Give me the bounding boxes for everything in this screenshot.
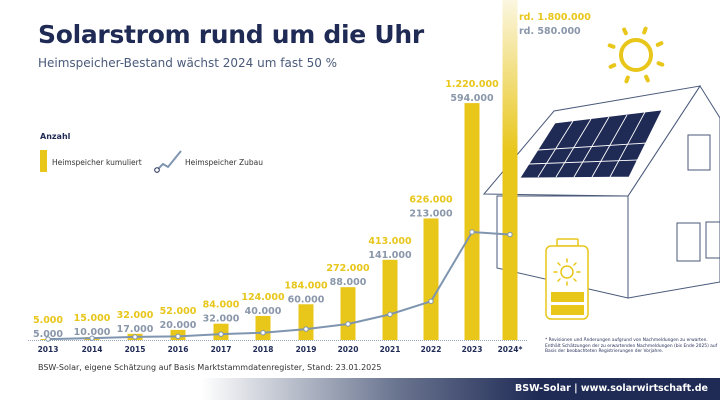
line-value-label: 60.000 <box>288 294 325 305</box>
point-2015 <box>132 334 138 340</box>
line-value-label: 213.000 <box>409 208 453 219</box>
x-tick-2018: 2018 <box>253 345 274 354</box>
x-tick-2020: 2020 <box>338 345 359 354</box>
bar-value-label: 32.000 <box>117 310 154 321</box>
bar-2018 <box>255 315 271 340</box>
point-2017 <box>218 331 224 337</box>
page-subtitle: Heimspeicher-Bestand wächst 2024 um fast… <box>38 56 338 70</box>
bar-value-label: 626.000 <box>409 194 453 205</box>
line-zubau <box>47 230 511 341</box>
bar-value-label: 184.000 <box>284 280 328 291</box>
page-title: Solarstrom rund um die Uhr <box>38 20 424 49</box>
point-2020 <box>345 321 351 327</box>
line-value-label: 594.000 <box>450 93 494 104</box>
footer-text[interactable]: BSW-Solar | www.solarwirtschaft.de <box>515 383 708 394</box>
line-value-label: 17.000 <box>117 324 154 335</box>
line-value-label: 20.000 <box>160 320 197 331</box>
bar-2021 <box>382 259 398 340</box>
bar-value-label: 5.000 <box>33 315 63 326</box>
line-value-label: 32.000 <box>203 314 240 325</box>
x-tick-2016: 2016 <box>168 345 189 354</box>
legend-line-swatch <box>154 150 182 173</box>
footer-band: BSW-Solar | www.solarwirtschaft.de <box>0 378 720 400</box>
line-value-label: 5.000 <box>33 329 63 340</box>
bar-2024* <box>502 0 518 340</box>
line-value-label: rd. 580.000 <box>519 26 581 37</box>
x-tick-2019: 2019 <box>296 345 317 354</box>
bar-2023 <box>464 103 480 340</box>
bar-value-label: 15.000 <box>74 313 111 324</box>
bar-value-label: 52.000 <box>160 306 197 317</box>
x-tick-2015: 2015 <box>125 345 146 354</box>
x-tick-2022: 2022 <box>421 345 442 354</box>
chart: 2013 5.000 5.000 2014 15.000 10.000 2015 32.000… <box>28 0 591 354</box>
x-tick-2014: 2014 <box>82 345 103 354</box>
point-2014 <box>89 335 95 341</box>
battery-icon <box>545 238 589 320</box>
line-value-label: 141.000 <box>368 250 412 261</box>
line-value-label: 88.000 <box>330 277 367 288</box>
bar-value-label: 84.000 <box>203 300 240 311</box>
bar-value-label: 413.000 <box>368 236 412 247</box>
house-icon <box>482 85 720 299</box>
legend-bar-label: Heimspeicher kumuliert <box>52 158 142 167</box>
point-2018 <box>260 330 266 336</box>
x-tick-2017: 2017 <box>211 345 232 354</box>
x-tick-2013: 2013 <box>38 345 59 354</box>
line-value-label: 40.000 <box>245 306 282 317</box>
line-value-label: 10.000 <box>74 327 111 338</box>
sun-icon <box>607 26 665 84</box>
bar-value-label: 1.220.000 <box>445 79 499 90</box>
bar-2020 <box>340 287 356 340</box>
point-2024* <box>507 231 513 238</box>
point-2019 <box>303 326 309 332</box>
point-2013 <box>45 336 51 342</box>
bar-value-label: rd. 1.800.000 <box>519 12 591 23</box>
point-2023 <box>469 229 475 235</box>
legend-line-label: Heimspeicher Zubau <box>185 158 263 167</box>
x-tick-2024*: 2024* <box>498 345 523 354</box>
y-axis-label: Anzahl <box>40 132 71 141</box>
legend-bar-swatch <box>40 150 47 172</box>
point-2022 <box>428 298 434 304</box>
bar-2022 <box>423 218 439 340</box>
x-tick-2023: 2023 <box>462 345 483 354</box>
point-2021 <box>387 311 393 318</box>
bar-2019 <box>298 304 314 340</box>
bar-value-label: 124.000 <box>241 292 285 303</box>
bar-value-label: 272.000 <box>326 263 370 274</box>
source-note: BSW-Solar, eigene Schätzung auf Basis Ma… <box>38 363 382 372</box>
footnote: * Revisionen und Änderungen aufgrund von… <box>545 338 718 355</box>
point-2016 <box>175 333 181 340</box>
x-tick-2021: 2021 <box>380 345 401 354</box>
